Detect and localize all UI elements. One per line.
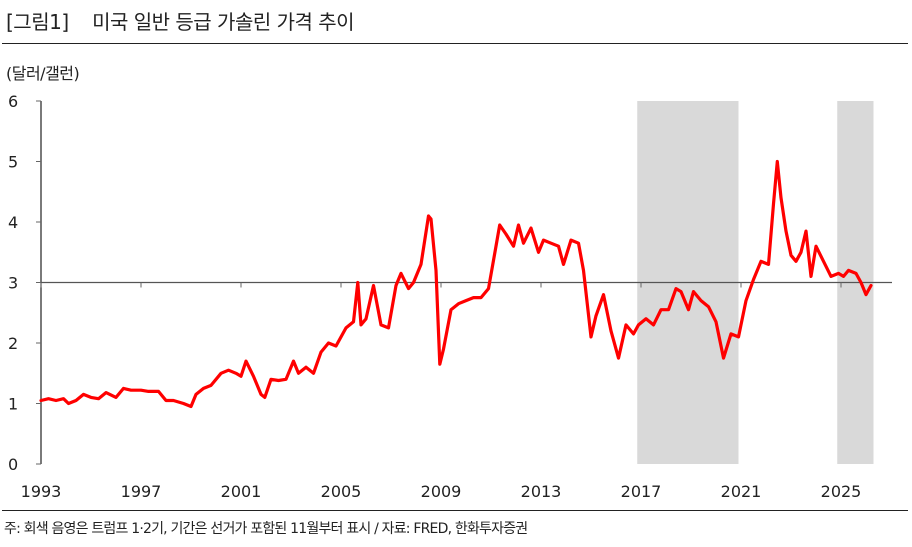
- footer-divider: [2, 510, 908, 511]
- y-tick-label: 6: [8, 92, 18, 111]
- y-tick-label: 4: [8, 213, 18, 232]
- gasoline-price-line: [39, 159, 873, 409]
- x-tick-label: 2001: [221, 482, 262, 501]
- x-tick-label: 2025: [821, 482, 862, 501]
- y-tick-label: 0: [8, 455, 18, 474]
- x-tick-label: 1997: [121, 482, 162, 501]
- figure-title: [그림1] 미국 일반 등급 가솔린 가격 추이: [6, 6, 355, 35]
- chart-title: 미국 일반 등급 가솔린 가격 추이: [92, 10, 355, 34]
- data-series: [39, 159, 873, 409]
- y-tick-label: 1: [8, 395, 18, 414]
- axes: 0 1 2 3 4 5 6 1993 1997 2001 2005 2009 2013 2017 2021 2…: [8, 92, 892, 501]
- x-tick-label: 2017: [621, 482, 662, 501]
- x-tick-label: 1993: [21, 482, 62, 501]
- y-tick-label: 3: [8, 274, 18, 293]
- y-tick-label: 5: [8, 153, 18, 172]
- source-note: 주: 회색 음영은 트럼프 1·2기, 기간은 선거가 포함된 11월부터 표시…: [4, 521, 528, 537]
- x-tick-label: 2009: [421, 482, 462, 501]
- title-divider: [2, 43, 908, 44]
- figure-label: [그림1]: [6, 10, 69, 34]
- y-tick-label: 2: [8, 334, 18, 353]
- y-axis-unit: (달러/갤런): [6, 64, 80, 83]
- x-tick-label: 2005: [321, 482, 362, 501]
- x-tick-label: 2013: [521, 482, 562, 501]
- x-tick-label: 2021: [721, 482, 762, 501]
